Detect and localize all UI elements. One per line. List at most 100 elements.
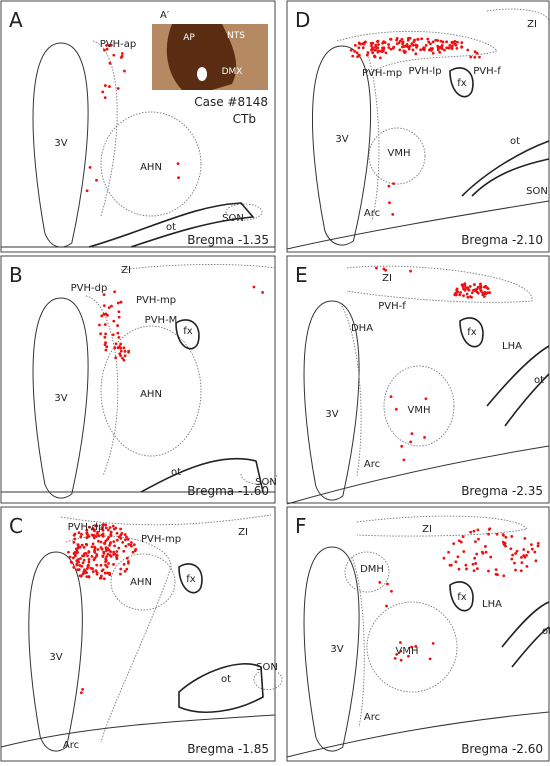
labeled-cell: [438, 51, 441, 54]
labeled-cell: [104, 540, 107, 543]
labeled-cell: [395, 39, 398, 42]
labeled-cell: [357, 46, 360, 49]
labeled-cell: [478, 56, 481, 59]
labeled-cell: [86, 554, 89, 557]
labeled-cell: [372, 47, 375, 50]
labeled-cell: [452, 542, 455, 545]
region-label: PVH-dp: [71, 283, 108, 294]
labeled-cell: [79, 557, 82, 560]
labeled-cell: [86, 567, 89, 570]
labeled-cell: [445, 46, 448, 49]
labeled-cell: [97, 548, 100, 551]
labeled-cell: [116, 539, 119, 542]
region-label: Arc: [364, 712, 380, 723]
labeled-cell: [479, 284, 482, 287]
labeled-cell: [101, 569, 104, 572]
region-label: fx: [467, 327, 477, 338]
region-label: 3V: [54, 393, 67, 404]
region-label: DMH: [360, 564, 384, 575]
labeled-cell: [119, 343, 122, 346]
labeled-cell: [99, 577, 102, 580]
labeled-cell: [504, 536, 507, 539]
labeled-cell: [513, 562, 516, 565]
panel-border: [1, 507, 275, 761]
labeled-cell: [99, 332, 102, 335]
inset-label: NTS: [227, 31, 245, 41]
labeled-cell: [476, 567, 479, 570]
region-label: 3V: [325, 409, 338, 420]
region-outline: [347, 266, 532, 302]
region-label: ot: [542, 626, 550, 637]
labeled-cell: [469, 285, 472, 288]
labeled-cell: [432, 41, 435, 44]
labeled-cell: [124, 570, 127, 573]
labeled-cell: [104, 343, 107, 346]
region-label: ZI: [238, 527, 248, 538]
labeled-cell: [124, 533, 127, 536]
region-label: ot: [534, 375, 544, 386]
labeled-cell: [73, 538, 76, 541]
region-label: Arc: [364, 208, 380, 219]
labeled-cell: [95, 564, 98, 567]
labeled-cell: [79, 546, 82, 549]
labeled-cell: [432, 642, 435, 645]
labeled-cell: [447, 551, 450, 554]
labeled-cell: [474, 540, 477, 543]
labeled-cell: [113, 528, 116, 531]
labeled-cell: [520, 561, 523, 564]
optic-tract: [487, 346, 549, 426]
labeled-cell: [72, 541, 75, 544]
labeled-cell: [425, 397, 428, 400]
labeled-cell: [104, 333, 107, 336]
region-label: 3V: [330, 644, 343, 655]
labeled-cell: [80, 533, 83, 536]
region-label: PVH-lp: [408, 66, 441, 77]
labeled-cell: [456, 41, 459, 44]
inset-label: DMX: [222, 67, 243, 77]
labeled-cell: [382, 268, 385, 271]
region-label: ot: [221, 674, 231, 685]
labeled-cell: [489, 556, 492, 559]
labeled-cell: [364, 41, 367, 44]
labeled-cell: [387, 43, 390, 46]
labeled-cell: [530, 543, 533, 546]
labeled-cell: [123, 70, 126, 73]
labeled-cell: [488, 291, 491, 294]
labeled-cell: [377, 50, 380, 53]
labeled-cell: [423, 47, 426, 50]
labeled-cell: [107, 529, 110, 532]
labeled-cell: [107, 562, 110, 565]
labeled-cell: [436, 45, 439, 48]
labeled-cell: [537, 542, 540, 545]
labeled-cell: [105, 526, 108, 529]
labeled-cell: [426, 38, 429, 41]
region-label: AHN: [140, 389, 162, 400]
labeled-cell: [473, 283, 476, 286]
bregma-label: Bregma -1.60: [187, 484, 269, 498]
labeled-cell: [119, 534, 122, 537]
labeled-cell: [118, 345, 121, 348]
region-label: AHN: [140, 162, 162, 173]
labeled-cell: [389, 38, 392, 41]
labeled-cell: [134, 548, 137, 551]
labeled-cell: [473, 569, 476, 572]
labeled-cell: [483, 286, 486, 289]
labeled-cell: [116, 532, 119, 535]
labeled-cell: [112, 563, 115, 566]
labeled-cell: [468, 289, 471, 292]
labeled-cell: [353, 50, 356, 53]
region-label: SON: [526, 186, 548, 197]
labeled-cell: [385, 605, 388, 608]
labeled-cell: [72, 566, 75, 569]
labeled-cell: [105, 349, 108, 352]
labeled-cell: [116, 324, 119, 327]
labeled-cell: [496, 533, 499, 536]
labeled-cell: [133, 543, 136, 546]
labeled-cell: [443, 49, 446, 52]
labeled-cell: [387, 185, 390, 188]
labeled-cell: [403, 51, 406, 54]
labeled-cell: [484, 545, 487, 548]
region-label: SON: [256, 662, 278, 673]
labeled-cell: [487, 570, 490, 573]
labeled-cell: [485, 286, 488, 289]
